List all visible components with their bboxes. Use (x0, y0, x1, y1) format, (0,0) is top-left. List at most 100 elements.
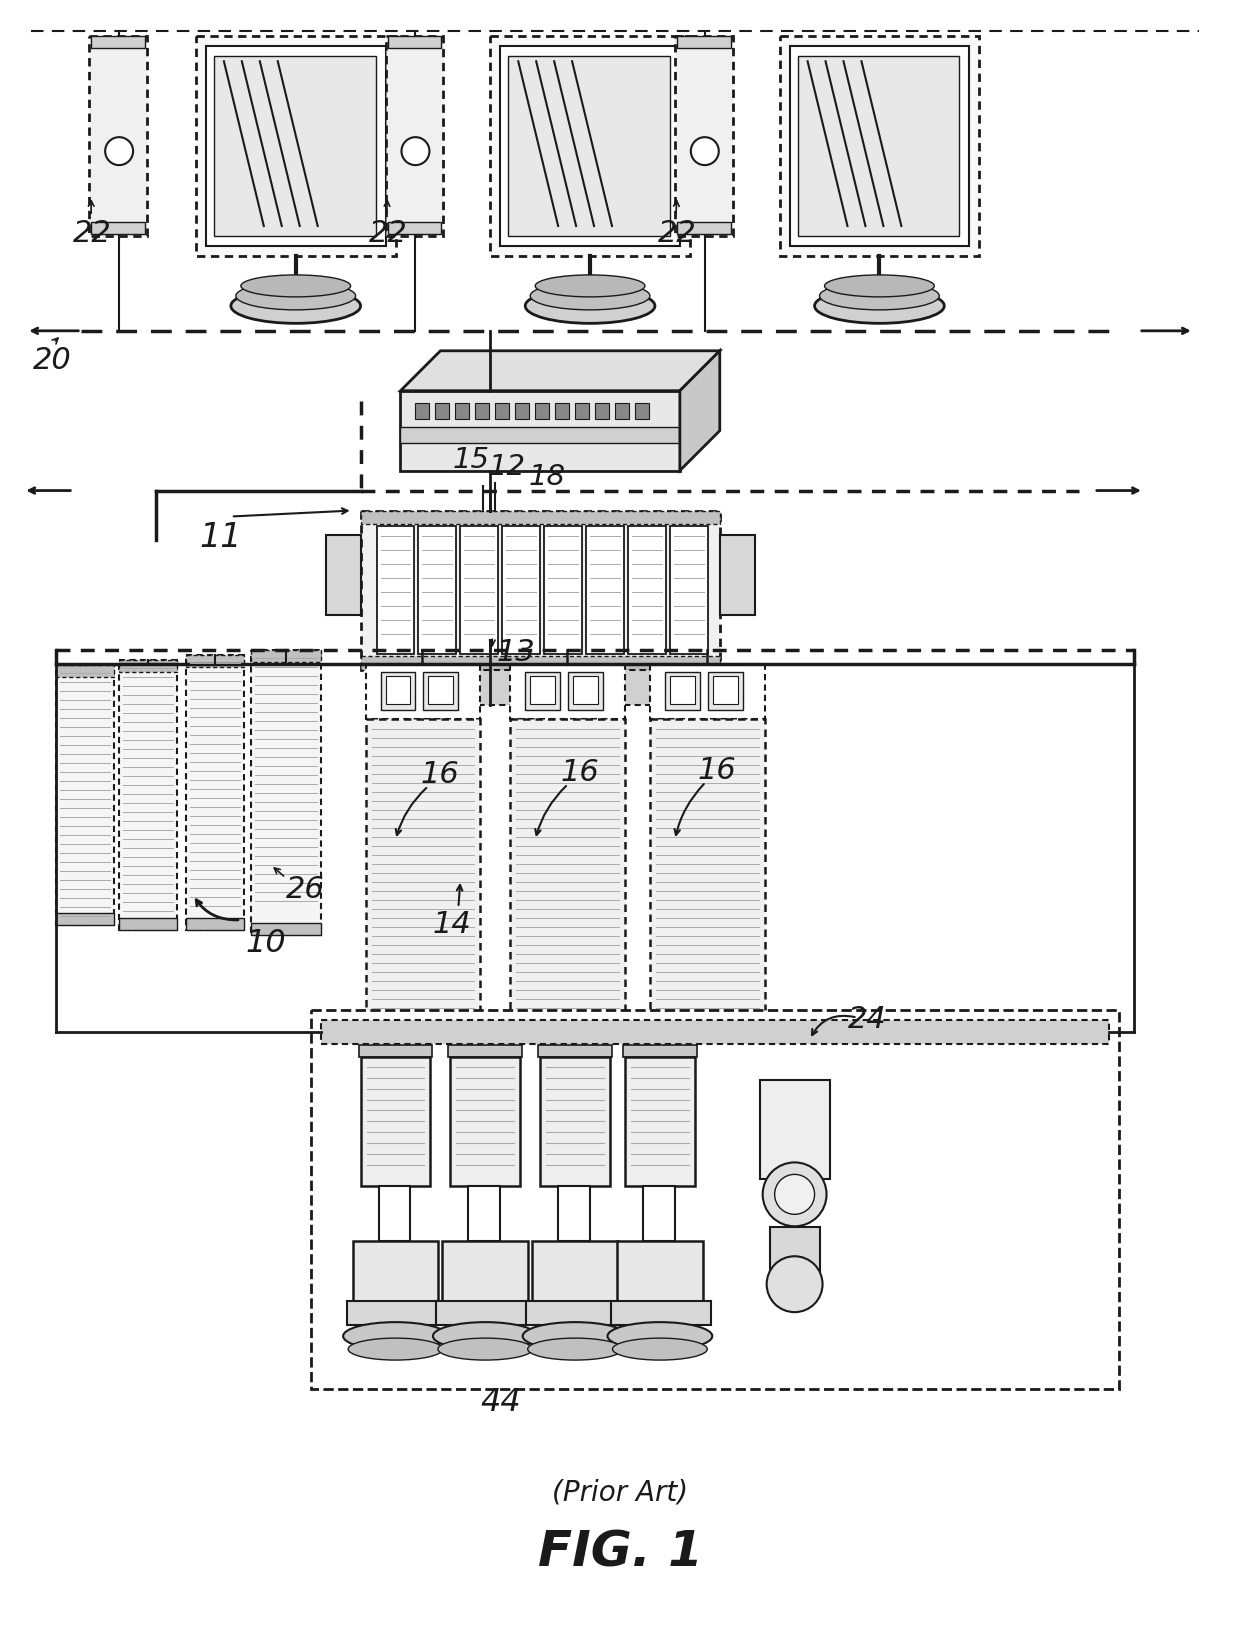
Bar (347, 1301, 446, 1325)
Ellipse shape (433, 1322, 538, 1350)
Bar (250, 650, 321, 934)
Bar (119, 660, 177, 929)
Ellipse shape (608, 1322, 712, 1350)
Circle shape (763, 1162, 827, 1226)
Text: 44: 44 (480, 1387, 521, 1418)
Text: 16: 16 (420, 760, 459, 789)
Bar (435, 403, 449, 419)
Ellipse shape (536, 275, 645, 297)
Bar (708, 672, 743, 711)
Bar (677, 222, 730, 235)
Bar (568, 672, 603, 711)
Bar (326, 536, 361, 616)
Bar (510, 665, 625, 719)
Bar (381, 672, 415, 711)
Bar (508, 57, 670, 236)
Bar (386, 676, 410, 704)
Ellipse shape (825, 275, 934, 297)
Bar (415, 403, 429, 419)
Bar (366, 665, 480, 719)
Bar (502, 526, 541, 654)
Polygon shape (401, 350, 719, 391)
Bar (556, 403, 569, 419)
Bar (516, 403, 529, 419)
Bar (215, 57, 376, 236)
Ellipse shape (231, 289, 361, 323)
Bar (650, 665, 765, 719)
Bar (650, 719, 765, 1048)
Bar (250, 923, 321, 934)
Ellipse shape (526, 289, 655, 323)
Ellipse shape (523, 1322, 627, 1350)
Ellipse shape (815, 289, 945, 323)
Bar (536, 403, 549, 419)
Bar (797, 57, 960, 236)
Bar (56, 665, 114, 924)
Bar (352, 1242, 439, 1301)
Bar (56, 665, 114, 676)
Bar (635, 403, 649, 419)
Bar (358, 1045, 433, 1056)
Text: 22: 22 (368, 218, 407, 248)
Ellipse shape (438, 1338, 533, 1359)
Bar (436, 1301, 536, 1325)
Bar (644, 1187, 675, 1242)
Bar (250, 650, 321, 662)
Bar (311, 1009, 1118, 1389)
Bar (373, 1027, 472, 1048)
Bar (429, 676, 454, 704)
Bar (401, 427, 680, 443)
Bar (418, 526, 456, 654)
Bar (388, 222, 441, 235)
Text: 18: 18 (528, 463, 565, 491)
Bar (196, 36, 396, 256)
Bar (186, 918, 244, 929)
Circle shape (775, 1174, 815, 1214)
Bar (460, 526, 498, 654)
Bar (89, 36, 148, 236)
Text: FIG. 1: FIG. 1 (538, 1529, 702, 1576)
Bar (361, 657, 719, 670)
Ellipse shape (531, 282, 650, 310)
Text: 13: 13 (496, 639, 534, 667)
Bar (615, 403, 629, 419)
Bar (92, 36, 145, 49)
Ellipse shape (820, 282, 939, 310)
Bar (361, 1056, 430, 1187)
Bar (627, 526, 666, 654)
Bar (770, 1227, 820, 1273)
Text: 16: 16 (560, 758, 599, 787)
Bar (625, 1056, 694, 1187)
Bar (500, 46, 680, 246)
Bar (377, 526, 414, 654)
Bar (538, 1045, 613, 1056)
Bar (443, 1242, 528, 1301)
Polygon shape (680, 350, 719, 471)
Ellipse shape (613, 1338, 707, 1359)
Bar (780, 36, 980, 256)
Ellipse shape (236, 282, 356, 310)
Text: 22: 22 (658, 218, 697, 248)
Bar (675, 36, 733, 236)
Text: 15: 15 (453, 445, 490, 474)
Bar (450, 1056, 521, 1187)
Bar (510, 719, 625, 1048)
Bar (92, 222, 145, 235)
Ellipse shape (528, 1338, 622, 1359)
Bar (575, 403, 589, 419)
Bar (361, 510, 719, 670)
Circle shape (402, 137, 429, 165)
Bar (56, 913, 114, 924)
Bar (378, 1187, 410, 1242)
Text: 12: 12 (489, 453, 526, 481)
Bar (361, 510, 719, 525)
Text: 10: 10 (246, 927, 286, 958)
Text: 11: 11 (198, 520, 242, 554)
Bar (518, 1027, 618, 1048)
Bar (366, 719, 480, 1048)
Bar (186, 655, 244, 929)
Bar (587, 526, 624, 654)
Text: 20: 20 (33, 346, 72, 375)
Text: (Prior Art): (Prior Art) (552, 1478, 688, 1506)
Bar (423, 672, 459, 711)
